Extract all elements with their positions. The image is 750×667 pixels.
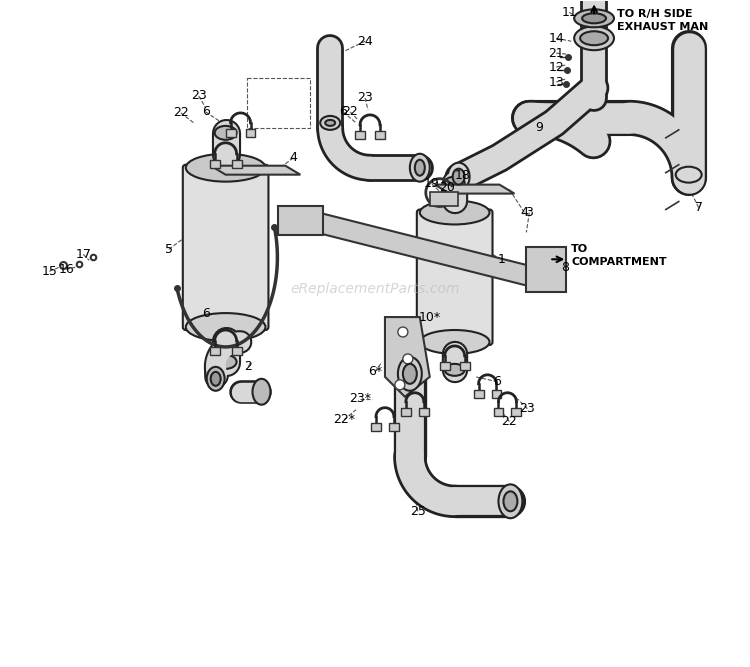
- Ellipse shape: [448, 163, 470, 191]
- Ellipse shape: [503, 492, 518, 512]
- Text: 19: 19: [424, 177, 439, 190]
- Polygon shape: [385, 317, 430, 397]
- Text: 3: 3: [526, 206, 533, 219]
- FancyBboxPatch shape: [491, 390, 502, 398]
- FancyBboxPatch shape: [430, 191, 457, 205]
- FancyBboxPatch shape: [232, 347, 242, 355]
- Text: 17: 17: [75, 248, 92, 261]
- FancyBboxPatch shape: [389, 423, 399, 431]
- FancyBboxPatch shape: [512, 408, 521, 416]
- Circle shape: [398, 327, 408, 337]
- Ellipse shape: [410, 154, 430, 181]
- FancyBboxPatch shape: [494, 408, 503, 416]
- Ellipse shape: [415, 159, 424, 175]
- Text: 6: 6: [202, 105, 210, 119]
- Text: 23*: 23*: [349, 392, 371, 406]
- FancyBboxPatch shape: [278, 205, 323, 235]
- Polygon shape: [303, 210, 537, 287]
- Ellipse shape: [403, 364, 417, 384]
- Circle shape: [403, 354, 412, 364]
- Text: 9: 9: [536, 121, 543, 134]
- Ellipse shape: [445, 364, 465, 376]
- FancyBboxPatch shape: [526, 247, 566, 292]
- Text: 7: 7: [694, 201, 703, 214]
- Ellipse shape: [186, 313, 266, 341]
- FancyBboxPatch shape: [232, 159, 242, 167]
- FancyBboxPatch shape: [473, 390, 484, 398]
- FancyBboxPatch shape: [375, 131, 385, 139]
- Text: 23: 23: [520, 402, 536, 415]
- Circle shape: [395, 380, 405, 390]
- Ellipse shape: [574, 9, 614, 27]
- Text: 25: 25: [410, 505, 426, 518]
- Ellipse shape: [398, 357, 422, 391]
- Ellipse shape: [582, 13, 606, 23]
- Ellipse shape: [420, 201, 490, 225]
- Ellipse shape: [253, 379, 271, 405]
- Text: 21: 21: [548, 47, 564, 59]
- Text: 23: 23: [357, 91, 373, 105]
- Ellipse shape: [186, 154, 266, 181]
- Text: 5: 5: [165, 243, 172, 256]
- Ellipse shape: [214, 126, 236, 140]
- Text: COMPARTMENT: COMPARTMENT: [572, 257, 667, 267]
- Text: 10*: 10*: [419, 311, 441, 323]
- Ellipse shape: [326, 120, 335, 126]
- Text: 6*: 6*: [368, 366, 382, 378]
- Text: 20: 20: [439, 181, 454, 194]
- FancyBboxPatch shape: [210, 159, 220, 167]
- Text: 8: 8: [561, 261, 569, 273]
- Text: 22: 22: [502, 415, 518, 428]
- FancyBboxPatch shape: [460, 362, 470, 370]
- Text: 1: 1: [497, 253, 506, 266]
- FancyBboxPatch shape: [355, 131, 365, 139]
- Text: 12: 12: [548, 61, 564, 73]
- Polygon shape: [435, 185, 514, 193]
- FancyBboxPatch shape: [440, 362, 450, 370]
- FancyBboxPatch shape: [371, 423, 381, 431]
- Ellipse shape: [453, 169, 465, 185]
- Ellipse shape: [214, 355, 236, 369]
- Text: 16: 16: [58, 263, 74, 275]
- Text: 23: 23: [190, 89, 206, 103]
- FancyBboxPatch shape: [226, 129, 236, 137]
- Text: 6: 6: [202, 307, 210, 319]
- Text: EXHAUST MAN: EXHAUST MAN: [617, 22, 708, 32]
- Ellipse shape: [320, 116, 340, 130]
- Text: 22*: 22*: [333, 413, 356, 426]
- FancyBboxPatch shape: [401, 408, 411, 416]
- Text: 14: 14: [548, 32, 564, 45]
- Text: 2: 2: [244, 360, 253, 374]
- Text: 15: 15: [41, 265, 57, 277]
- Ellipse shape: [211, 372, 220, 386]
- Text: 11: 11: [561, 6, 577, 19]
- FancyBboxPatch shape: [210, 347, 220, 355]
- Text: 22: 22: [342, 105, 358, 119]
- Text: 18: 18: [454, 169, 470, 182]
- Polygon shape: [211, 165, 300, 175]
- Text: TO R/H SIDE: TO R/H SIDE: [617, 9, 692, 19]
- FancyBboxPatch shape: [419, 408, 429, 416]
- Ellipse shape: [574, 26, 614, 50]
- FancyBboxPatch shape: [417, 209, 493, 345]
- Ellipse shape: [580, 31, 608, 45]
- Ellipse shape: [207, 367, 225, 391]
- Ellipse shape: [445, 177, 465, 189]
- Text: eReplacementParts.com: eReplacementParts.com: [290, 282, 460, 296]
- FancyBboxPatch shape: [183, 165, 268, 330]
- Ellipse shape: [676, 167, 702, 183]
- Ellipse shape: [499, 484, 523, 518]
- Text: TO: TO: [572, 244, 588, 254]
- FancyBboxPatch shape: [245, 129, 256, 137]
- Text: 4: 4: [520, 206, 528, 219]
- Text: 22: 22: [173, 107, 189, 119]
- Ellipse shape: [420, 330, 490, 354]
- Text: 13: 13: [548, 75, 564, 89]
- Text: 4: 4: [290, 151, 297, 164]
- Text: 6: 6: [494, 376, 502, 388]
- Text: 24: 24: [357, 35, 373, 48]
- Text: 6: 6: [339, 105, 347, 119]
